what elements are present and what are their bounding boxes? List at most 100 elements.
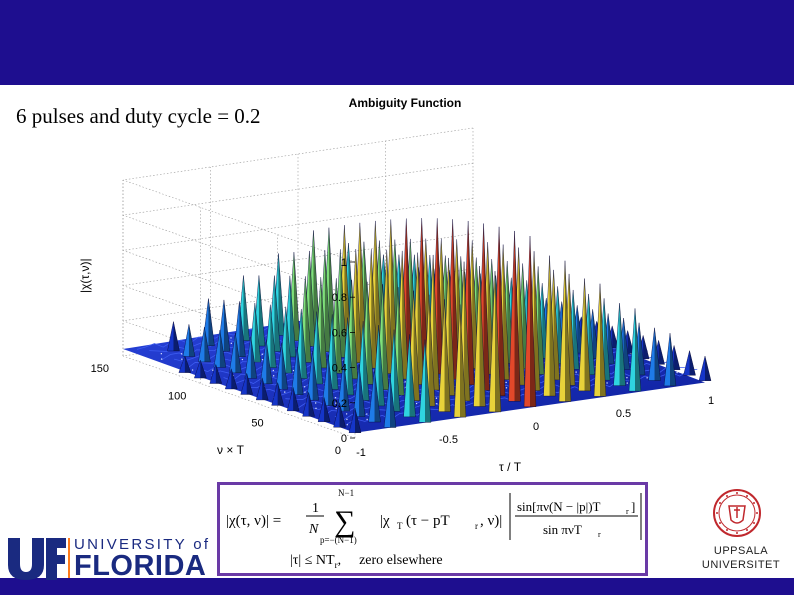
surface-spike-shade [289, 275, 296, 357]
surface-spike [271, 381, 284, 406]
formula-sum-bottom: p=−(N−1) [320, 535, 357, 545]
surface-spike [224, 368, 238, 390]
surface-spike-shade [635, 308, 641, 392]
surface-spike-shade [425, 339, 431, 423]
surface-highlight [160, 358, 163, 360]
formula-term: |χ [380, 513, 390, 529]
surface-spike [628, 308, 642, 392]
surface-spike [333, 402, 346, 428]
formula-ratio-num: sin[πν(N − |p|)T [517, 499, 601, 514]
surface-spike-shade [347, 317, 354, 395]
uu-line-1: UPPSALA [713, 545, 769, 557]
surface-spike [403, 334, 416, 418]
surface-spike-shade [549, 255, 556, 397]
surface-spike-shade [417, 252, 424, 385]
formula-frac-den: N [308, 522, 319, 537]
formula-cond-end: , [337, 553, 342, 568]
slide-subtitle: 6 pulses and duty cycle = 0.2 [16, 104, 261, 128]
surface-highlight [292, 369, 295, 372]
surface-spike [286, 387, 300, 412]
x-tick-label: 0.5 [616, 408, 631, 420]
university-of-florida-logo: UNIVERSITY of FLORIDA [6, 536, 216, 582]
surface-spike-shade [184, 355, 191, 373]
surface-spike [558, 260, 572, 402]
surface-spike [317, 397, 331, 422]
surface-spike [240, 372, 253, 395]
surface-highlight [261, 358, 264, 361]
formula-term-rest: (τ − pT [406, 513, 450, 529]
surface-spike [663, 333, 677, 387]
surface-spike-shade [320, 277, 327, 368]
formula-term-end: , ν)| [480, 513, 502, 529]
surface-highlight [415, 402, 418, 405]
surface-spike-shade [285, 306, 292, 374]
surface-highlight [334, 397, 337, 399]
y-axis-label: ν × T [217, 443, 245, 457]
surface-spike [593, 283, 607, 397]
surface-highlight [272, 369, 275, 372]
z-tick-label: 0.4 [332, 363, 347, 375]
z-tick-label: 0.8 [332, 292, 347, 304]
surface-spike-shade [305, 276, 312, 363]
surface-spike [178, 355, 192, 373]
surface-spike-shade [258, 275, 265, 347]
surface-spike [453, 304, 467, 418]
bottom-banner [0, 578, 794, 595]
surface-highlight [314, 402, 317, 404]
top-banner [0, 0, 794, 85]
surface-spike [648, 327, 661, 381]
surface-spike-shade [343, 359, 350, 412]
surface-spike [613, 303, 626, 386]
surface-spike-shade [351, 279, 358, 379]
surface-highlight [505, 387, 508, 389]
surface-spike-shade [297, 346, 304, 395]
surface-spike-shade [173, 321, 180, 351]
surface-spike-shade [553, 269, 560, 380]
surface-spike-shade [231, 368, 238, 389]
surface-highlight [436, 402, 438, 405]
y-tick-label: 50 [251, 418, 263, 430]
surface-spike-shade [266, 339, 273, 384]
surface-spike-shade [608, 313, 615, 365]
surface-highlight [160, 353, 163, 355]
surface-spikes [167, 218, 712, 433]
surface-highlight [284, 391, 286, 393]
surface-spike [348, 408, 362, 433]
x-tick-label: 0 [533, 421, 539, 433]
surface-spike-shade [188, 324, 195, 357]
surface-highlight [346, 418, 348, 421]
formula-ratio-den-sub: r [598, 530, 601, 539]
surface-spike-shade [374, 369, 381, 423]
surface-spike [213, 330, 227, 368]
formula-ratio-num-end: ] [631, 499, 635, 514]
surface-spike-shade [569, 273, 576, 386]
x-tick-label: -1 [356, 447, 366, 459]
surface-highlight [241, 358, 244, 361]
surface-spike-shade [495, 271, 501, 412]
surface-spike-shade [250, 336, 257, 379]
surface-highlight [505, 381, 507, 384]
surface-highlight [191, 369, 194, 371]
y-tick-label: 100 [168, 390, 186, 402]
surface-spike-shade [674, 345, 681, 370]
z-axis-label: |χ(τ,ν)| [78, 258, 92, 293]
surface-spike-shade [246, 373, 253, 395]
surface-spike-shade [402, 250, 409, 380]
chart-title: Ambiguity Function [349, 96, 462, 110]
z-axis-ticks: 1 0.8 0.6 0.4 0.2 0 [332, 257, 355, 445]
formula-elsewhere: zero elsewhere [359, 553, 443, 568]
surface-highlight [366, 413, 368, 415]
surface-spike-shade [313, 230, 320, 331]
surface-spike [255, 377, 269, 401]
surface-spike-shade [409, 334, 416, 417]
surface-spike-shade [398, 287, 405, 396]
surface-spike-shade [312, 350, 319, 401]
surface-spike-shade [277, 382, 284, 406]
surface-spike [337, 359, 350, 412]
surface-highlight [346, 424, 348, 426]
surface-spike [167, 321, 180, 352]
surface-spike-shade [254, 302, 261, 363]
surface-spike-shade [215, 364, 222, 384]
surface-spike-shade [406, 218, 413, 363]
uu-line-2: UNIVERSITET [701, 559, 781, 571]
